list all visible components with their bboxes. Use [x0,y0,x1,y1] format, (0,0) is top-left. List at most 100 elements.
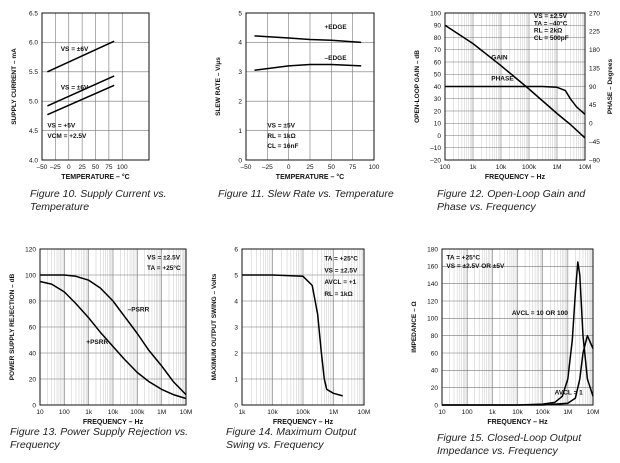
fig12-x-tick-label: 10k [496,164,507,171]
fig12-x-tick-label: 100 [440,164,451,171]
fig11-annotation: –EDGE [325,55,348,62]
fig10-series-line-3 [47,84,115,116]
fig14-y-tick-label: 1 [234,376,238,383]
fig14-annotation: AVCL = +1 [324,279,356,286]
fig15-y-tick-label: 60 [431,350,439,357]
fig12-y-tick-label: 90 [434,23,442,30]
fig13-x-tick-label: 10k [108,409,119,416]
fig10-annotation: VCM = +2.5V [47,133,87,140]
fig10-x-tick-label: 50 [92,164,100,171]
fig12-chart: 100 1k 10k 100k 1M 10M –20 –10 0 10 20 30 40 50 60 70 80… [414,10,614,181]
fig10-y-tick-label: 5.5 [29,69,38,76]
fig12-series-line-2 [445,85,586,115]
fig12-y2-tick-label: –90 [589,157,600,164]
fig10-x-tick-label: 0 [67,164,71,171]
fig12-y2-axis-label: PHASE – Degrees [607,58,614,114]
fig12-y-tick-label: 40 [434,84,442,91]
fig15-annotation: AVCL = 1 [555,390,584,397]
fig14-y-tick-label: 6 [234,246,238,253]
fig11-x-tick-label: 50 [328,164,336,171]
fig13-y-tick-label: 20 [29,376,37,383]
fig13-series-line-1 [40,274,187,396]
fig14-chart: 1k 10k 100k 1M 10M 0 1 2 3 4 5 6 FREQUENCY – Hz MAXIM… [211,246,370,426]
fig13-y-tick-label: 40 [29,350,37,357]
fig12-x-tick-label: 100k [522,164,537,171]
fig11-annotation: RL = 1kΩ [267,133,295,140]
fig15-series-line-1 [442,261,594,406]
fig11-x-tick-label: –50 [241,164,252,171]
fig15-x-tick-label: 10 [438,409,446,416]
fig11-y-tick-label: 3 [238,69,242,76]
fig13-y-tick-label: 60 [29,324,37,331]
fig13-y-tick-label: 80 [29,298,37,305]
fig14-plot-frame [241,248,365,406]
fig15-x-tick-label: 10k [512,409,523,416]
fig11-y-tick-label: 1 [238,128,242,135]
fig12-y2-tick-label: 225 [589,29,600,36]
fig10-chart: –50 –25 0 25 50 75 100 4.0 4.5 5.0 5.5 6.0 6.5 TEMPER… [11,10,150,181]
fig13-annotation: –PSRR [128,306,150,313]
fig10-y-tick-label: 4.5 [29,128,38,135]
fig15-series-line-2 [442,334,594,406]
fig11-x-tick-label: 0 [287,164,291,171]
fig13-x-tick-label: 1k [85,409,93,416]
fig12-y2-tick-label: 180 [589,47,600,54]
fig13-y-tick-label: 120 [25,246,36,253]
fig11-x-tick-label: 100 [369,164,380,171]
fig14-series-line-1 [242,274,343,397]
fig13-x-tick-label: 1M [157,409,166,416]
fig14-x-axis-label: FREQUENCY – Hz [273,419,334,426]
fig10-x-tick-label: 75 [105,164,113,171]
fig14-x-tick-label: 10k [267,409,278,416]
fig10-x-tick-label: –50 [37,164,48,171]
fig10-series-line-1 [47,40,115,73]
fig10-x-tick-label: –25 [50,164,61,171]
fig13-y-axis-label: POWER SUPPLY REJECTION – dB [9,273,16,380]
fig11-x-tick-label: –25 [262,164,273,171]
fig12-y2-tick-label: 270 [589,10,600,17]
fig10-x-axis-label: TEMPERATURE – °C [61,173,129,181]
fig13-chart: 10 100 1k 10k 100k 1M 10M 0 20 40 60 80 100 120 FREQUE… [9,246,192,426]
fig11-plot-frame [245,12,375,161]
fig14-y-tick-label: 4 [234,298,238,305]
fig10-plot-frame [41,12,150,161]
fig15-chart: 10 100 1k 10k 100k 1M 10M 0 20 40 60 80 100 120 140 160… [411,246,599,426]
fig13-y-tick-label: 0 [32,402,36,409]
fig12-x-tick-label: 1M [552,164,561,171]
fig13-series-line-2 [39,280,187,400]
fig11-chart: –50 –25 0 25 50 75 100 0 1 2 3 4 5 TEMPERATURE – °C SL… [215,10,380,181]
fig11-annotation: +EDGE [325,24,348,31]
fig15-y-tick-label: 100 [427,316,438,323]
fig13-x-tick-label: 10M [180,409,193,416]
fig15-x-axis-label: FREQUENCY – Hz [487,419,548,426]
fig14-annotation: RL = 1kΩ [324,291,352,298]
fig14-y-axis-label: MAXIMUM OUTPUT SWING – Volts [211,273,218,380]
fig12-y2-tick-label: 90 [589,84,597,91]
fig15-annotation: AVCL = 10 OR 100 [512,310,568,317]
fig13-x-axis-label: FREQUENCY – Hz [83,419,144,426]
fig15-y-tick-label: 180 [427,246,438,253]
fig11-y-tick-label: 4 [238,40,242,47]
fig14-y-tick-label: 2 [234,350,238,357]
caption-fig11: Figure 11. Slew Rate vs. Temperature [218,188,394,200]
fig12-y2-tick-label: 45 [589,102,597,109]
fig12-series-line-1 [444,24,586,139]
fig15-x-tick-label: 1k [489,409,497,416]
fig12-y-tick-label: 0 [437,133,441,140]
fig15-y-tick-label: 120 [427,298,438,305]
fig15-y-tick-label: 160 [427,264,438,271]
fig10-x-tick-label: 100 [117,164,128,171]
fig10-annotation: VS = ±6V [61,84,89,91]
fig13-annotation: TA = +25°C [147,264,181,272]
fig15-x-tick-label: 1M [563,409,572,416]
fig14-x-tick-label: 10M [358,409,371,416]
fig12-annotation: GAIN [491,55,508,62]
fig11-y-tick-label: 5 [238,10,242,17]
fig12-annotation: RL = 2kΩ [534,28,562,35]
caption-fig14: Figure 14. Maximum Output Swing vs. Freq… [226,426,357,451]
fig13-x-tick-label: 100 [59,409,70,416]
fig13-x-tick-label: 10 [36,409,44,416]
fig13-y-tick-label: 100 [25,272,36,279]
fig12-x-tick-label: 10M [579,164,592,171]
fig11-y-axis-label: SLEW RATE – V/μs [215,57,222,116]
